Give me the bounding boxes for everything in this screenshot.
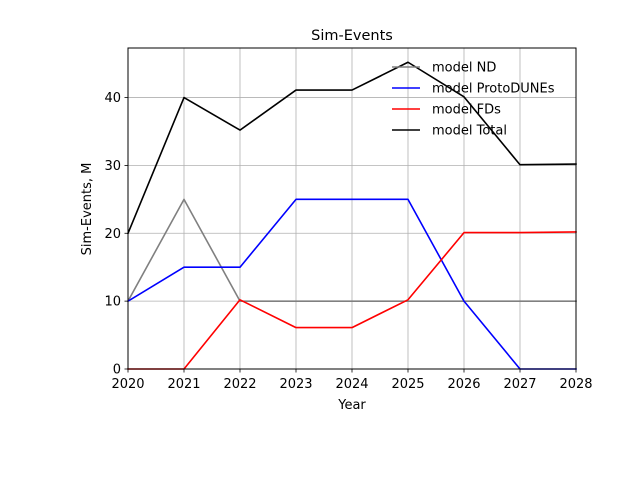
- y-tick-label: 10: [104, 295, 121, 310]
- legend-label: model Total: [432, 124, 507, 139]
- x-tick-label: 2020: [111, 377, 144, 392]
- x-tick-label: 2023: [279, 377, 312, 392]
- series-line-1: [126, 198, 577, 303]
- series-line-2: [126, 198, 577, 370]
- legend-label: model FDs: [432, 103, 501, 118]
- legend: model ND model ProtoDUNEs model FDs model T…: [392, 61, 555, 139]
- series-lines: [126, 61, 577, 370]
- series-line-4: [126, 61, 577, 235]
- x-tick-label: 2024: [335, 377, 368, 392]
- x-tick-label: 2028: [559, 377, 592, 392]
- y-axis-label: Sim-Events, M: [80, 163, 95, 256]
- x-tick-label: 2026: [447, 377, 480, 392]
- y-tick-label: 40: [104, 91, 121, 106]
- legend-label: model ProtoDUNEs: [432, 82, 555, 97]
- x-tick-label: 2022: [223, 377, 256, 392]
- x-tick-label: 2021: [167, 377, 200, 392]
- y-tick-label: 20: [104, 227, 121, 242]
- series-line-3: [127, 231, 577, 370]
- chart-title: Sim-Events: [311, 28, 393, 44]
- y-tick-label: 0: [113, 363, 121, 378]
- x-tick-label: 2027: [503, 377, 536, 392]
- x-tick-label: 2025: [391, 377, 424, 392]
- legend-label: model ND: [432, 61, 496, 76]
- y-tick-label: 30: [104, 159, 121, 174]
- x-axis-label: Year: [337, 398, 366, 413]
- axis-ticks: 2020 2021 2022 2023 2024 2025 2026 2027 2028 0 10 2…: [104, 91, 592, 392]
